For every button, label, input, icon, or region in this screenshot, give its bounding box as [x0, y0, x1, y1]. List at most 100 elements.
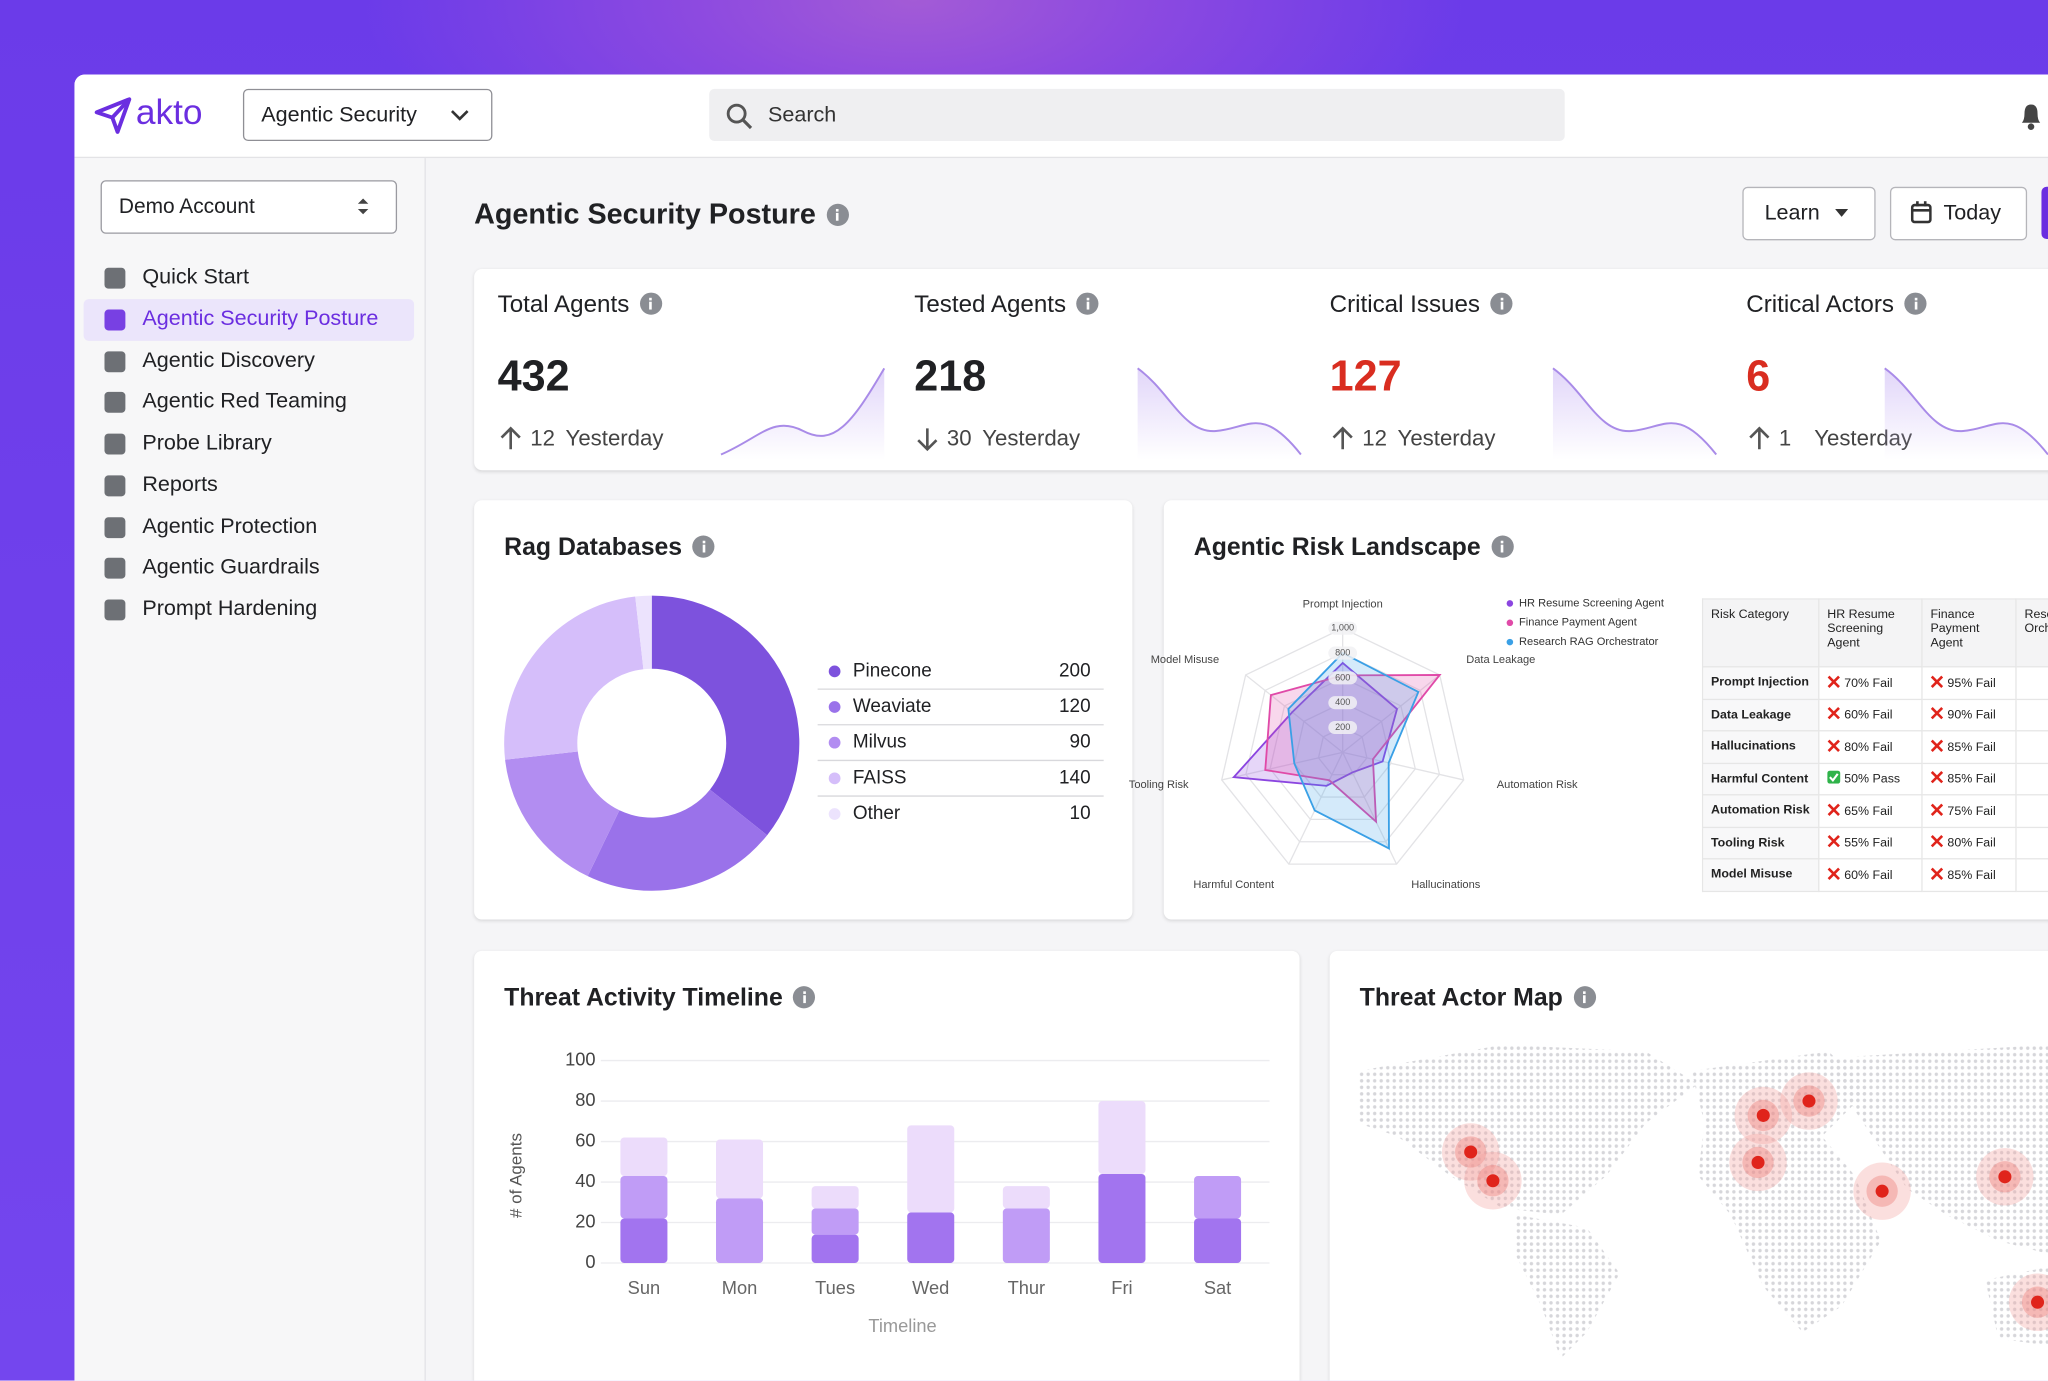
- table-header-row: Risk Category HR Resume Screening Agent Fi…: [1701, 598, 2048, 668]
- timeline-title: Threat Activity Timeline: [504, 985, 816, 1014]
- info-icon: [1076, 292, 1099, 315]
- nav-icon: [104, 516, 126, 538]
- nav-item[interactable]: Agentic Security Posture: [142, 306, 379, 331]
- workspace-select[interactable]: [242, 88, 493, 142]
- result-cell: 95% Fail: [1921, 666, 2017, 700]
- nav-item[interactable]: Probe Library: [142, 431, 272, 455]
- app-window: akto Agentic Security Search Demo Accoun…: [74, 74, 2048, 1381]
- nav-item[interactable]: Prompt Hardening: [142, 596, 318, 621]
- risk-table-wrap: Risk Category HR Resume Screening Agent Fi…: [1701, 598, 2048, 893]
- pass-icon: [1827, 770, 1841, 784]
- table-row: Hallucinations 80% Fail 85% Fail: [1701, 730, 2048, 764]
- calendar-icon: [1910, 201, 1932, 224]
- metric-title-text: Total Agents: [497, 289, 630, 318]
- result-text: 70% Fail: [1844, 676, 1893, 691]
- result-cell: 60% Fail: [1818, 698, 1923, 732]
- result-cell: [2015, 826, 2048, 860]
- info-icon: [692, 535, 715, 558]
- table-header: HR Resume Screening Agent: [1818, 598, 1923, 668]
- fail-icon: [1930, 707, 1944, 720]
- fail-icon: [1827, 867, 1840, 880]
- nav-icon: [104, 267, 126, 289]
- result-text: 85% Fail: [1947, 868, 1996, 883]
- caret: [1835, 208, 1849, 217]
- metric-value: 6: [1746, 351, 1771, 400]
- logo-text: akto: [135, 92, 203, 132]
- nav-item[interactable]: Reports: [142, 472, 218, 496]
- search-box[interactable]: [709, 88, 1565, 142]
- learn-button[interactable]: [1742, 186, 1876, 241]
- nav-icon: [104, 475, 126, 496]
- risk-category: Data Leakage: [1701, 698, 1820, 732]
- search-placeholder: Search: [767, 103, 837, 127]
- fail-icon: [1827, 803, 1840, 816]
- result-text: 50% Pass: [1844, 772, 1901, 787]
- result-cell: 90% Fail: [1921, 698, 2017, 732]
- result-cell: 65% Fail: [1818, 794, 1923, 828]
- result-text: 60% Fail: [1844, 708, 1893, 723]
- metric-period: Yesterday: [565, 425, 664, 451]
- info-icon: [1491, 535, 1514, 558]
- metric-period: Yesterday: [982, 425, 1081, 451]
- nav-item[interactable]: Agentic Red Teaming: [142, 389, 347, 414]
- table-header: Risk Category: [1701, 598, 1820, 668]
- fail-icon: [1930, 867, 1944, 880]
- nav-item[interactable]: Agentic Discovery: [142, 348, 315, 372]
- result-cell: 80% Fail: [1818, 730, 1923, 764]
- result-cell: [2015, 794, 2048, 828]
- result-text: 95% Fail: [1947, 676, 1996, 691]
- nav-icon: [104, 433, 126, 455]
- account-label: Demo Account: [118, 195, 255, 219]
- risk-category: Prompt Injection: [1701, 666, 1820, 700]
- result-text: 60% Fail: [1844, 868, 1893, 883]
- map-title: Threat Actor Map: [1360, 985, 1596, 1014]
- table-row: Model Misuse 60% Fail 85% Fail: [1701, 858, 2048, 892]
- learn-label: Learn: [1764, 201, 1820, 225]
- result-text: 65% Fail: [1844, 804, 1893, 819]
- risk-category: Model Misuse: [1701, 858, 1820, 892]
- nav-icon: [104, 599, 126, 621]
- table-row: Tooling Risk 55% Fail 80% Fail: [1701, 826, 2048, 860]
- result-cell: 85% Fail: [1921, 762, 2017, 796]
- metric-title: Total Agents: [498, 290, 662, 319]
- logo-icon: [94, 97, 132, 134]
- result-cell: [2015, 858, 2048, 892]
- page-title: Agentic Security Posture: [474, 197, 849, 231]
- info-icon: [1573, 986, 1596, 1009]
- risk-category: Tooling Risk: [1701, 826, 1820, 860]
- table-header: Research RAG Orchestrator: [2015, 598, 2048, 668]
- metric-value: 218: [914, 351, 987, 400]
- result-cell: 50% Pass: [1818, 762, 1923, 796]
- timeline-card: [474, 950, 1300, 1381]
- metric-value: 432: [497, 351, 570, 400]
- result-cell: 80% Fail: [1921, 826, 2017, 860]
- fail-icon: [1930, 771, 1944, 784]
- result-cell: 70% Fail: [1818, 666, 1923, 700]
- table-row: Harmful Content 50% Pass 85% Fail: [1701, 762, 2048, 796]
- nav-item[interactable]: Agentic Guardrails: [142, 555, 320, 579]
- rag-card: [474, 500, 1133, 920]
- nav-active-bg: [83, 298, 415, 341]
- workspace-label: Agentic Security: [261, 103, 417, 127]
- table-row: Data Leakage 60% Fail 90% Fail: [1701, 698, 2048, 732]
- metric-change: 12: [530, 425, 555, 451]
- metric-title: Tested Agents: [914, 289, 1099, 319]
- result-cell: 55% Fail: [1818, 826, 1923, 860]
- result-cell: 75% Fail: [1921, 794, 2017, 828]
- fail-icon: [1827, 707, 1840, 720]
- map-card: [1329, 950, 2048, 1381]
- bell-icon[interactable]: [2018, 101, 2044, 132]
- today-label: Today: [1943, 201, 2002, 225]
- primary-button-edge[interactable]: [2041, 186, 2048, 240]
- metric-title: Critical Issues: [1330, 290, 1513, 319]
- nav-item[interactable]: Agentic Protection: [142, 513, 318, 538]
- info-icon: [1490, 292, 1513, 315]
- result-text: 80% Fail: [1844, 740, 1893, 755]
- result-cell: [2015, 762, 2048, 796]
- risk-title-text: Agentic Risk Landscape: [1193, 534, 1481, 562]
- account-select[interactable]: [100, 180, 398, 234]
- metric-title-text: Tested Agents: [914, 289, 1067, 318]
- result-text: 85% Fail: [1947, 772, 1996, 787]
- nav-icon: [104, 350, 126, 372]
- nav-item[interactable]: Quick Start: [142, 265, 249, 289]
